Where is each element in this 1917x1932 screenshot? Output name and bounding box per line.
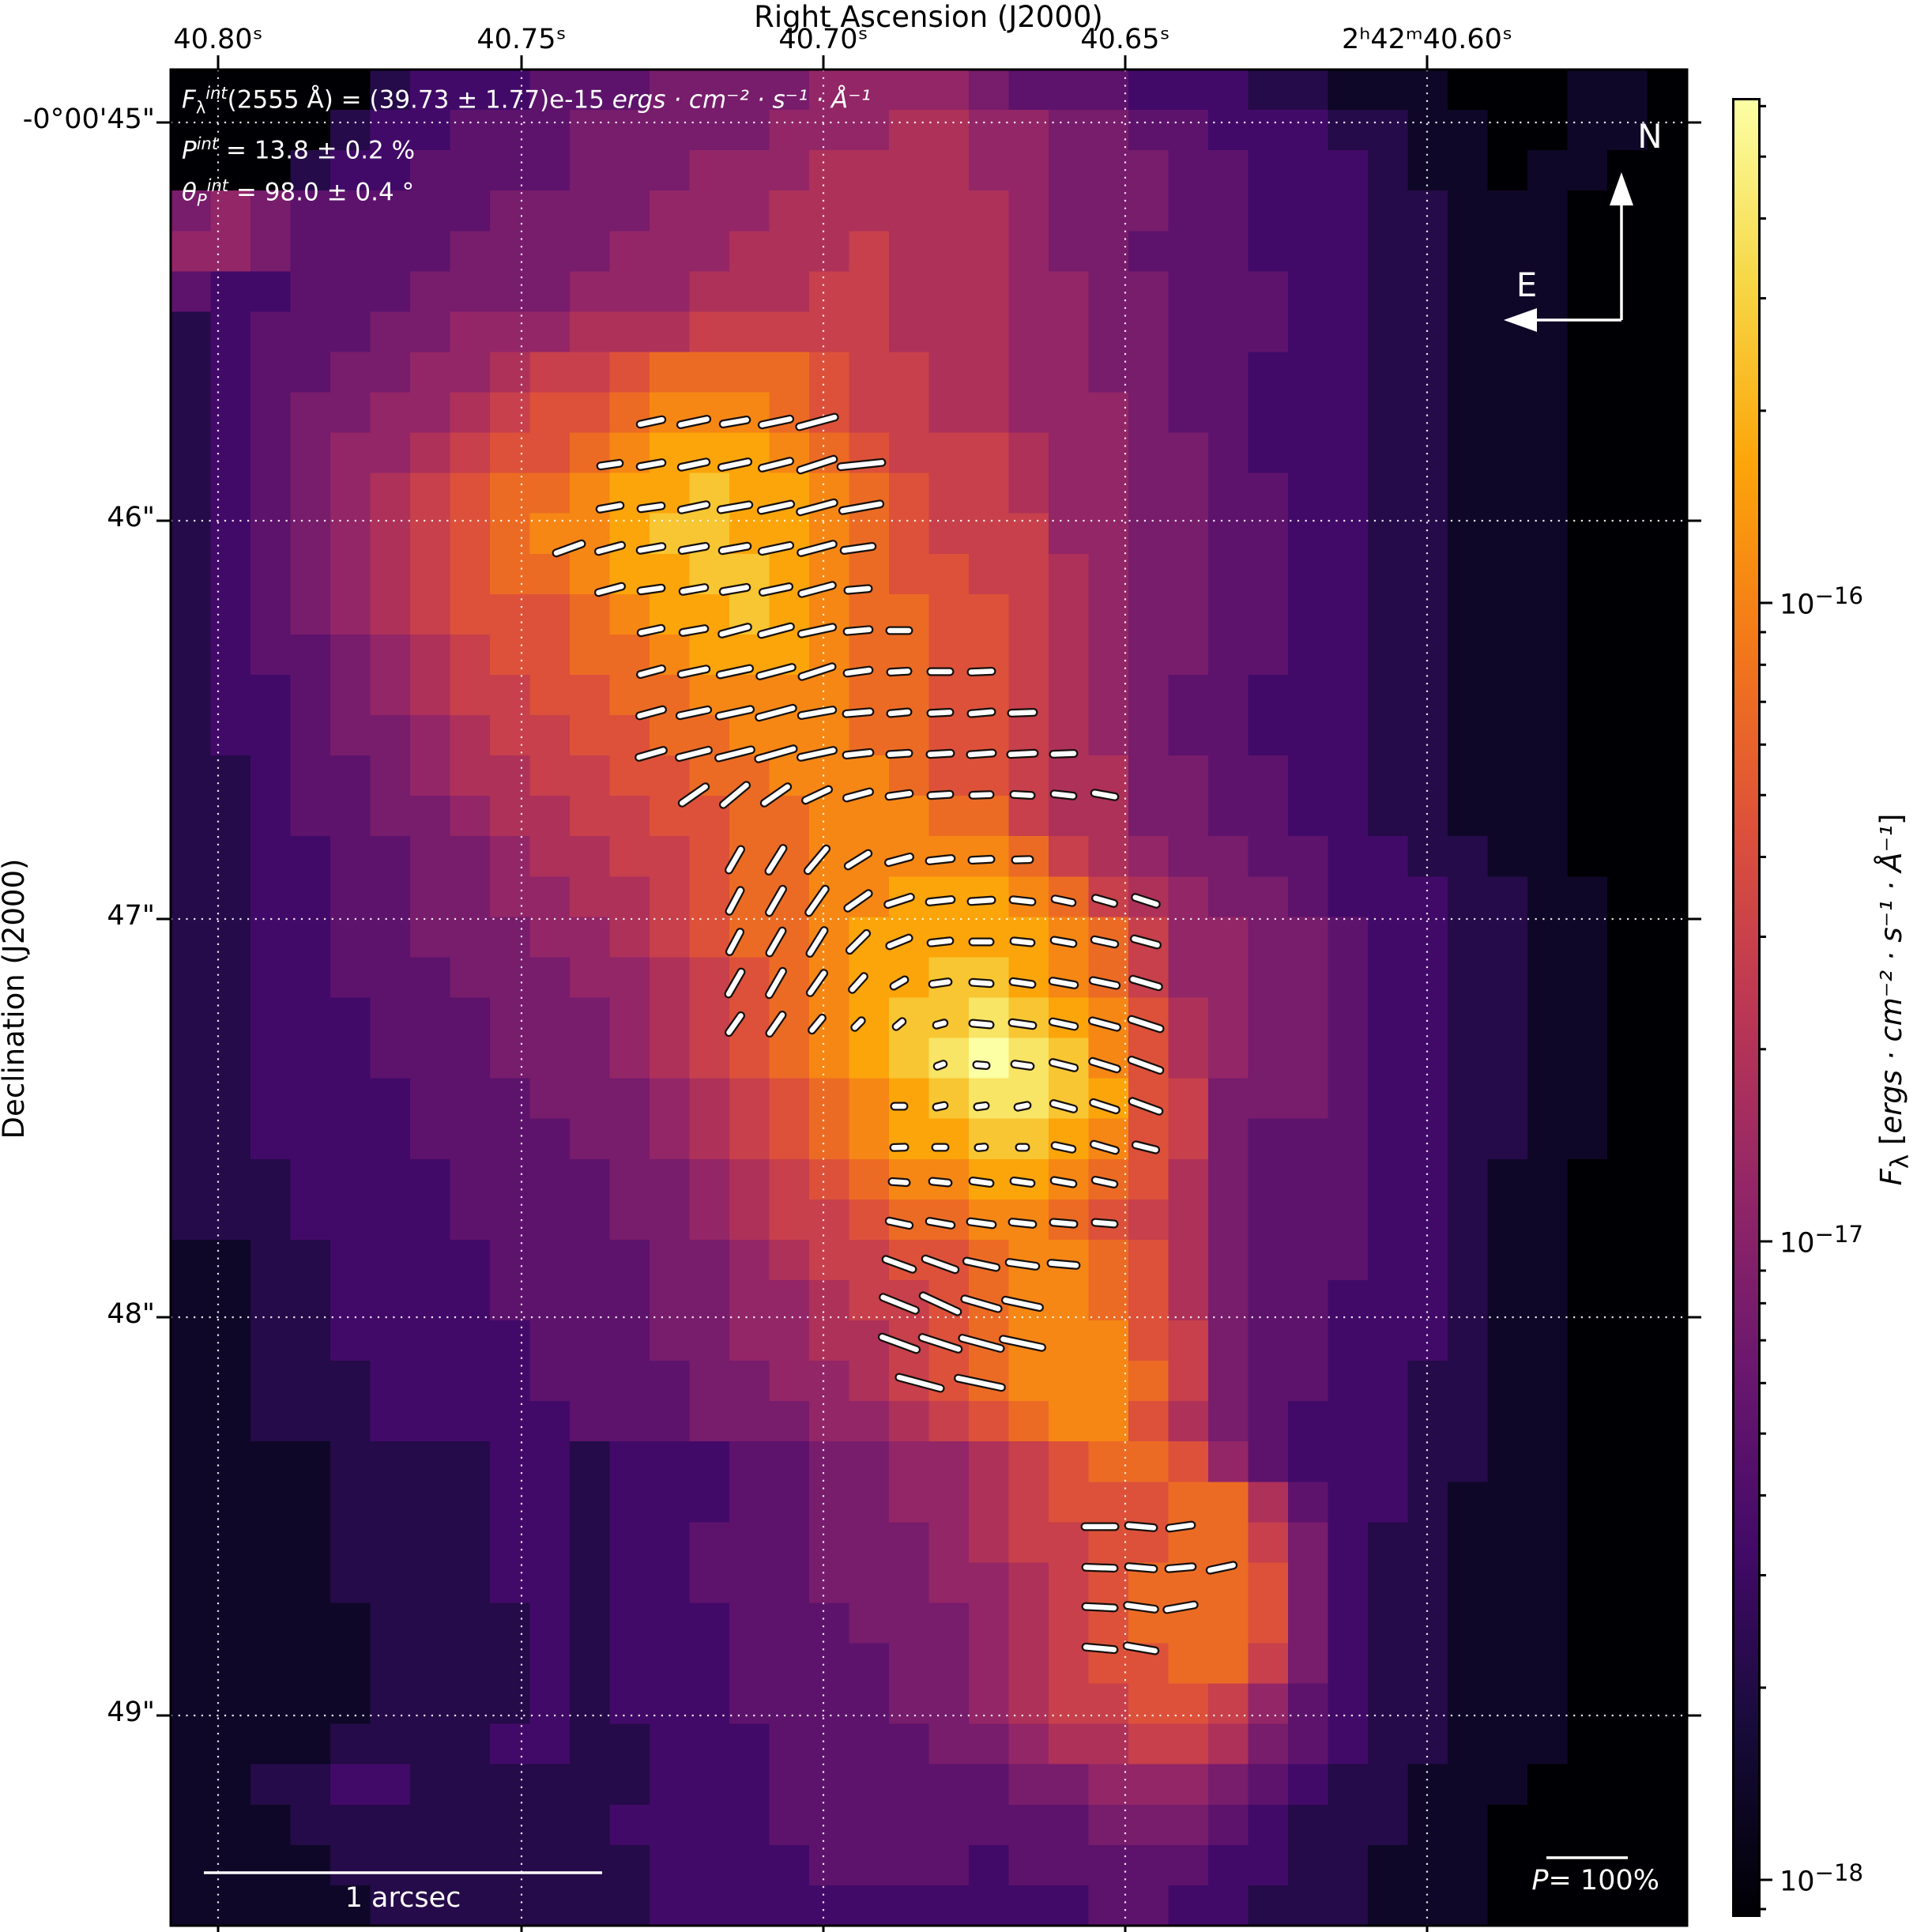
polarization-scale-label: P= 100% xyxy=(1531,1865,1659,1896)
annotation-polarization: Pint = 13.8 ± 0.2 % xyxy=(182,134,416,164)
y-tick-label: -0°00'45" xyxy=(22,104,155,135)
flux-heatmap xyxy=(171,70,1687,1926)
x-tick-label: 40.65ˢ xyxy=(1080,24,1170,55)
colorbar-tick-label: 10−18 xyxy=(1780,1859,1864,1898)
y-axis-title: Declination (J2000) xyxy=(0,858,31,1139)
polarization-vectors-layer xyxy=(552,412,1238,1655)
x-tick-label: 40.70ˢ xyxy=(778,24,868,55)
y-tick-label: 46" xyxy=(107,502,155,533)
y-tick-label: 49" xyxy=(107,1697,155,1728)
colorbar-tick-label: 10−16 xyxy=(1780,582,1864,621)
grid-layer xyxy=(171,70,1687,1926)
x-axis-title: Right Ascension (J2000) xyxy=(754,0,1103,34)
compass-icon xyxy=(1504,172,1633,332)
annotation-angle: θPint = 98.0 ± 0.4 ° xyxy=(182,175,415,210)
x-tick-label: 40.75ˢ xyxy=(476,24,567,55)
colorbar-title: Fλ [ergs · cm⁻² · s⁻¹ · Å⁻¹] xyxy=(1874,813,1915,1186)
annotation-flux: Fλint(2555 Å) = (39.73 ± 1.77)e-15 ergs … xyxy=(182,84,872,118)
colorbar xyxy=(1732,98,1761,1917)
plot-border xyxy=(169,68,1689,1927)
colorbar-tick-label: 10−17 xyxy=(1780,1221,1864,1260)
axis-ticks xyxy=(156,55,1701,1932)
scale-bar-label: 1 arcsec xyxy=(345,1882,461,1914)
compass-east-label: E xyxy=(1516,266,1538,304)
y-tick-label: 48" xyxy=(107,1298,155,1330)
y-tick-label: 47" xyxy=(107,900,155,932)
x-tick-label: 40.80ˢ xyxy=(173,24,263,55)
x-tick-label: 2ʰ42ᵐ40.60ˢ xyxy=(1341,24,1512,55)
annotation-block: Fλint(2555 Å) = (39.73 ± 1.77)e-15 ergs … xyxy=(182,76,871,218)
compass-north-label: N xyxy=(1637,117,1663,156)
